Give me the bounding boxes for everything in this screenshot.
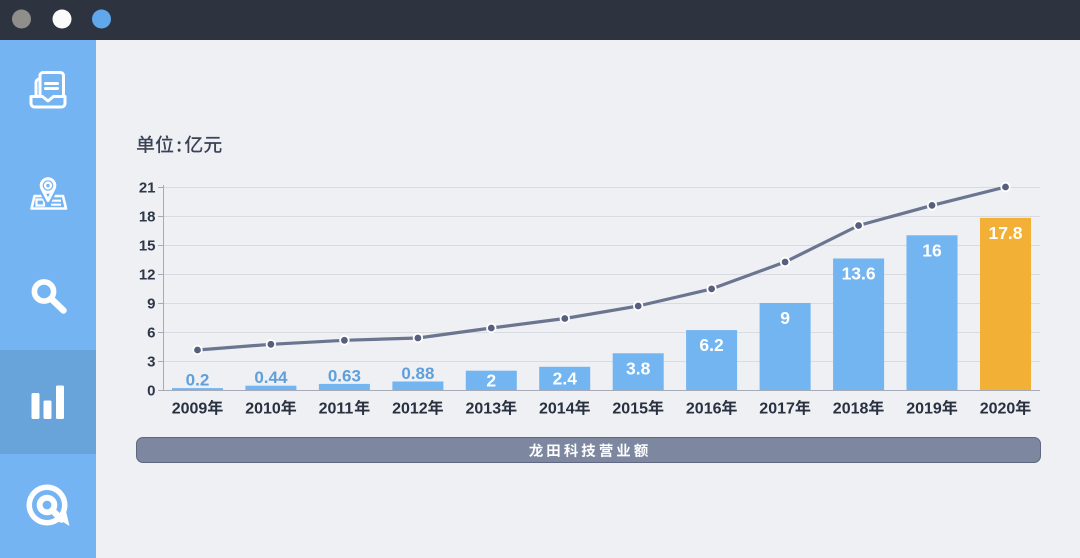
svg-text:9: 9: [147, 295, 155, 312]
svg-text:2011: 2011: [319, 401, 354, 418]
svg-text:0.88: 0.88: [401, 364, 434, 383]
svg-text:6: 6: [147, 324, 155, 341]
svg-text:16: 16: [922, 240, 942, 260]
svg-text:2019: 2019: [906, 401, 942, 418]
svg-text:6.2: 6.2: [699, 335, 724, 355]
svg-text:0: 0: [147, 382, 155, 399]
svg-text:2017: 2017: [759, 401, 795, 418]
svg-text:3.8: 3.8: [626, 358, 651, 378]
svg-text:0.44: 0.44: [254, 368, 288, 387]
svg-text:2009: 2009: [172, 401, 208, 418]
svg-text:0.2: 0.2: [186, 371, 210, 390]
svg-text:2010: 2010: [245, 401, 281, 418]
svg-text:17.8: 17.8: [988, 223, 1022, 243]
svg-text:3: 3: [147, 353, 155, 370]
svg-text:2014: 2014: [539, 401, 575, 418]
svg-text:2016: 2016: [686, 401, 722, 418]
svg-text:13.6: 13.6: [842, 264, 876, 284]
svg-text:2015: 2015: [612, 401, 648, 418]
svg-text:2013: 2013: [466, 401, 502, 418]
svg-text:9: 9: [780, 308, 790, 328]
svg-text:2012: 2012: [392, 401, 428, 418]
svg-text:2: 2: [486, 371, 496, 391]
svg-text:15: 15: [139, 237, 156, 254]
svg-text:2018: 2018: [833, 401, 869, 418]
svg-text:2.4: 2.4: [553, 369, 578, 389]
svg-text:18: 18: [139, 208, 156, 225]
svg-text:0.63: 0.63: [328, 366, 361, 385]
svg-text:2020: 2020: [980, 401, 1016, 418]
svg-text:12: 12: [139, 266, 156, 283]
svg-text:21: 21: [139, 179, 156, 196]
